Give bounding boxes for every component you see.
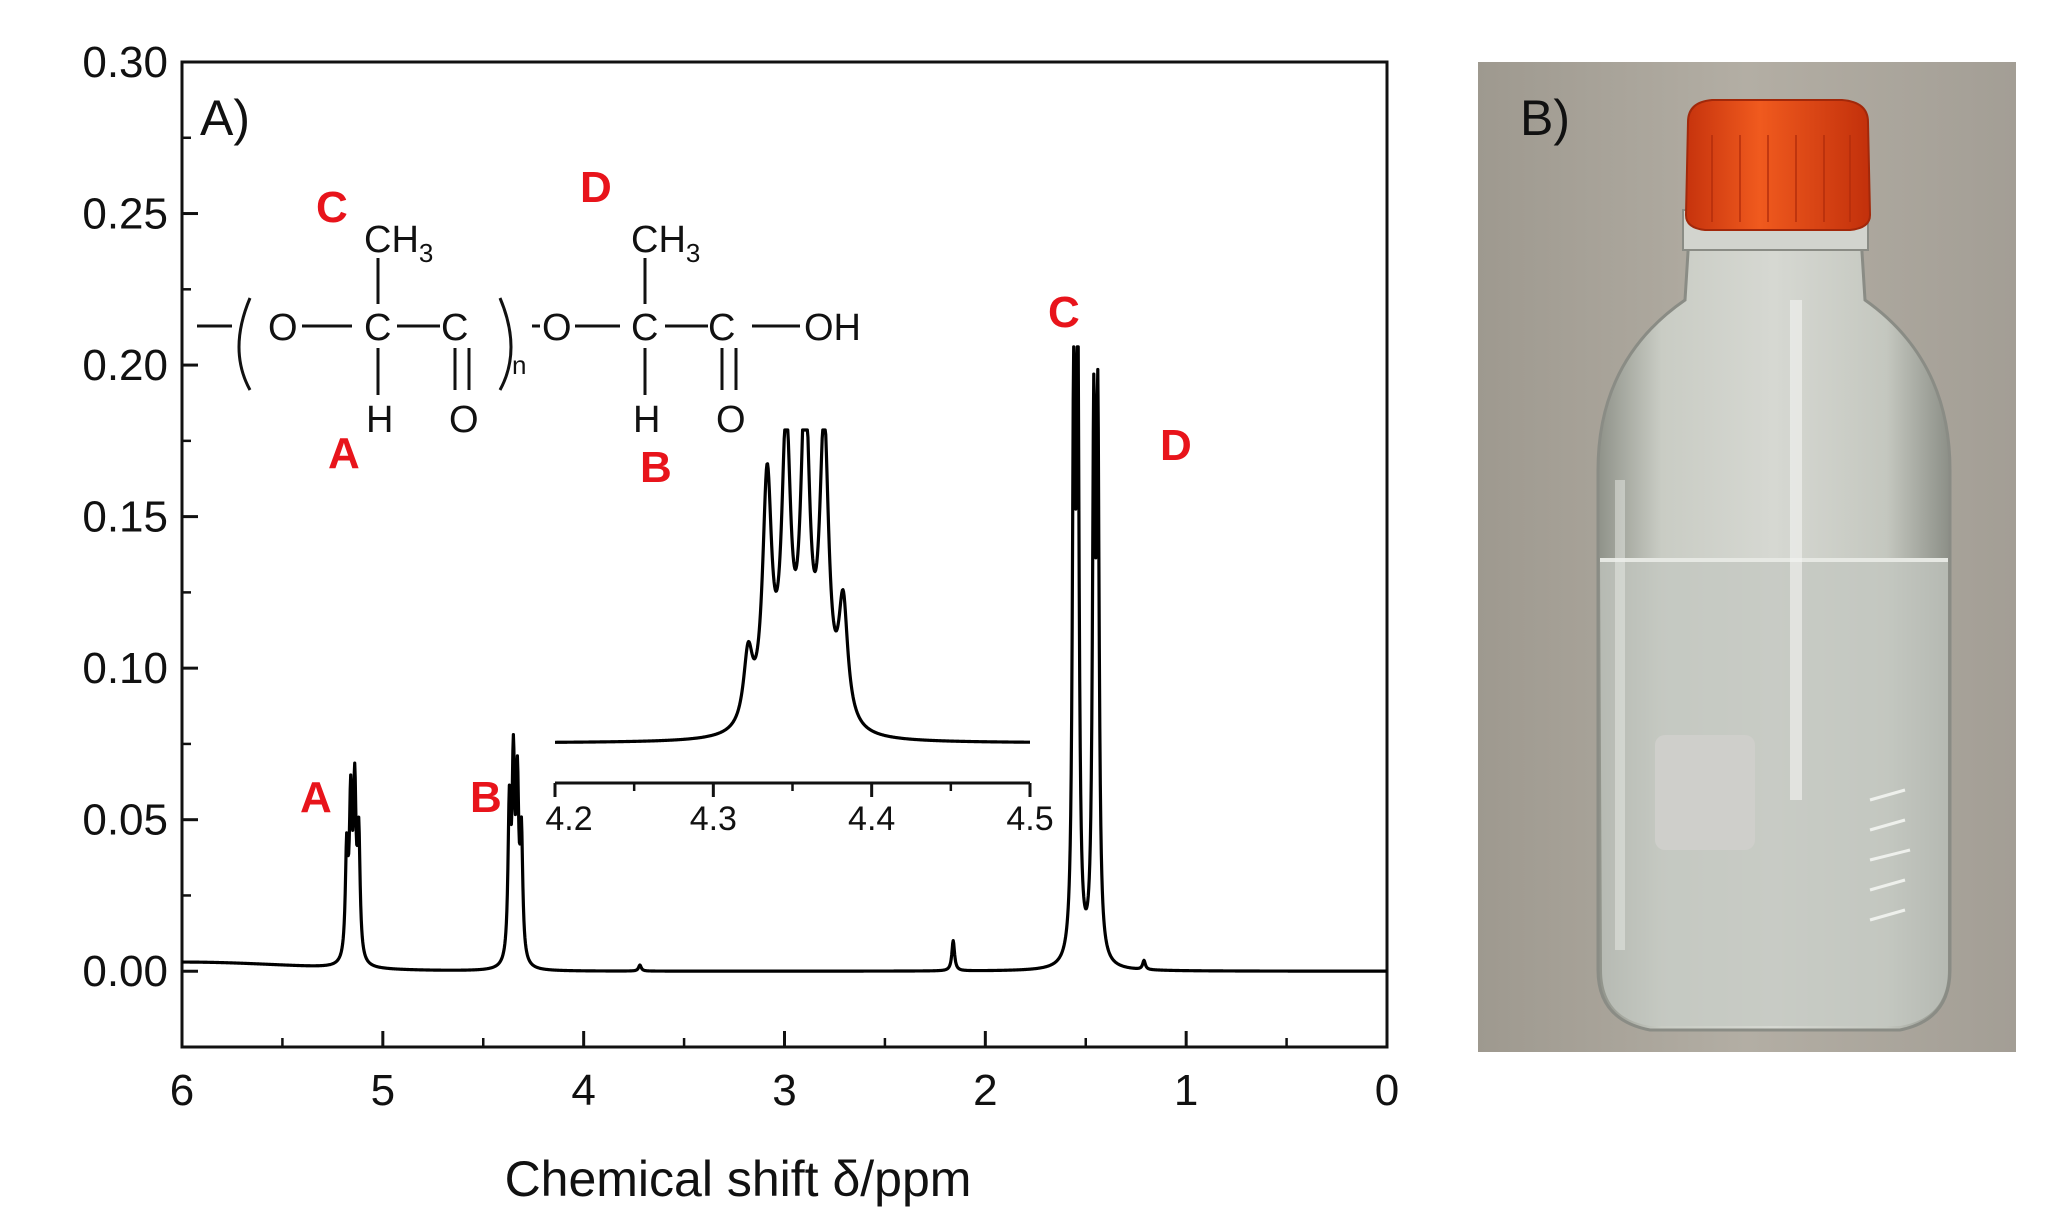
atom-oh: OH xyxy=(804,307,861,349)
atom-c2: C xyxy=(441,307,468,349)
x-tick-label: 4 xyxy=(571,1066,595,1115)
y-tick-label: 0.10 xyxy=(82,644,168,693)
atom-o-carbonyl-1: O xyxy=(449,399,479,441)
bottle-cap xyxy=(1684,99,1872,231)
peak-label-a: A xyxy=(300,773,332,822)
atom-o-carbonyl-2: O xyxy=(716,399,746,441)
inset-series-line xyxy=(553,428,1032,744)
panel-b-label: B) xyxy=(1520,90,1570,146)
y-tick-label: 0.25 xyxy=(82,190,168,239)
atom-methyl-2: CH3 xyxy=(631,219,700,268)
spectrum-series-line xyxy=(180,345,1389,973)
y-tick-label: 0.05 xyxy=(82,796,168,845)
x-axis: 6 5 4 3 2 1 0 xyxy=(170,1031,1399,1115)
structure-label-a: A xyxy=(328,429,360,478)
atom-c4: C xyxy=(708,307,735,349)
bottle-label-patch xyxy=(1655,735,1755,850)
bottle-liquid xyxy=(1600,560,1948,1026)
atom-o1: O xyxy=(268,307,298,349)
subscript-n: n xyxy=(512,350,526,380)
pla-structure-text: O C C H O CH3 n O C C H O CH3 OH C A D B xyxy=(268,163,861,492)
atom-h1: H xyxy=(366,399,393,441)
y-tick-label: 0.00 xyxy=(82,947,168,996)
inset-tick-label: 4.3 xyxy=(690,800,737,838)
cap-ridges xyxy=(1711,135,1851,222)
glass-highlight-2 xyxy=(1615,480,1625,950)
x-tick-label: 3 xyxy=(772,1066,796,1115)
peak-label-d: D xyxy=(1160,421,1192,470)
structure-label-c: C xyxy=(316,183,348,232)
x-tick-label: 6 xyxy=(170,1066,194,1115)
atom-methyl-1: CH3 xyxy=(364,219,433,268)
atom-c3: C xyxy=(631,307,658,349)
panel-a-label: A) xyxy=(200,90,250,146)
x-axis-title: Chemical shift δ/ppm xyxy=(505,1151,972,1207)
peak-label-c: C xyxy=(1048,288,1080,337)
peak-label-b: B xyxy=(470,773,502,822)
glass-highlight xyxy=(1790,300,1802,800)
inset-ticks: 4.2 4.3 4.4 4.5 xyxy=(545,783,1054,838)
y-axis: 0.00 0.05 0.10 0.15 0.20 0.25 0.30 xyxy=(82,38,198,996)
atom-h2: H xyxy=(633,399,660,441)
inset-tick-label: 4.5 xyxy=(1006,800,1053,838)
y-tick-label: 0.15 xyxy=(82,493,168,542)
x-tick-label: 5 xyxy=(371,1066,395,1115)
inset-chart: 4.2 4.3 4.4 4.5 xyxy=(545,428,1054,838)
peak-labels: A B C D xyxy=(300,288,1192,822)
x-tick-label: 0 xyxy=(1375,1066,1399,1115)
structure-label-b: B xyxy=(640,443,672,492)
plot-frame xyxy=(180,60,1389,1049)
inset-tick-label: 4.4 xyxy=(848,800,895,838)
pla-structure xyxy=(197,258,800,395)
structure-label-d: D xyxy=(580,163,612,212)
bottle-graduations xyxy=(1869,788,1911,922)
atom-c1: C xyxy=(364,307,391,349)
x-tick-label: 1 xyxy=(1174,1066,1198,1115)
inset-tick-label: 4.2 xyxy=(545,800,592,838)
y-tick-label: 0.20 xyxy=(82,341,168,390)
bottle-photo: B) xyxy=(1478,62,2016,1052)
x-tick-label: 2 xyxy=(973,1066,997,1115)
atom-o2: O xyxy=(542,307,572,349)
y-tick-label: 0.30 xyxy=(82,38,168,87)
